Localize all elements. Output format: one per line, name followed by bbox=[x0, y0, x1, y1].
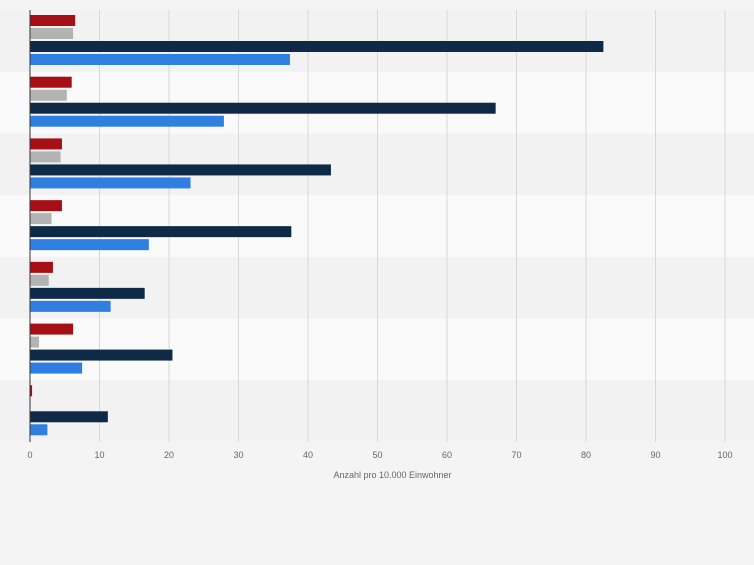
bar bbox=[30, 115, 224, 127]
x-tick-label: 40 bbox=[303, 450, 313, 460]
bar bbox=[30, 274, 49, 286]
x-tick-label: 20 bbox=[164, 450, 174, 460]
x-tick-label: 60 bbox=[442, 450, 452, 460]
bar bbox=[30, 41, 604, 52]
bar bbox=[30, 151, 61, 163]
bar bbox=[30, 76, 72, 88]
x-tick-label: 80 bbox=[581, 450, 591, 460]
bar bbox=[30, 15, 76, 26]
bar bbox=[30, 138, 62, 150]
x-tick-label: 70 bbox=[511, 450, 521, 460]
gridlines bbox=[99, 10, 726, 442]
bar bbox=[30, 239, 149, 251]
bar bbox=[30, 200, 62, 212]
bar bbox=[30, 411, 108, 423]
bar bbox=[30, 349, 173, 361]
x-tick-label: 90 bbox=[650, 450, 660, 460]
bar bbox=[30, 28, 74, 39]
x-tick-label: 0 bbox=[27, 450, 32, 460]
x-tick-label: 30 bbox=[233, 450, 243, 460]
bar bbox=[30, 164, 331, 176]
bar bbox=[30, 89, 67, 101]
bar bbox=[30, 261, 53, 273]
bar bbox=[30, 102, 496, 114]
bar bbox=[30, 213, 52, 225]
x-tick-labels: 0 10 20 30 40 50 60 70 80 90 100 bbox=[27, 450, 732, 460]
bars bbox=[30, 15, 604, 436]
x-tick-label: 50 bbox=[372, 450, 382, 460]
bar bbox=[30, 362, 83, 374]
x-tick-label: 10 bbox=[94, 450, 104, 460]
bar bbox=[30, 323, 74, 335]
bar bbox=[30, 300, 111, 312]
bar bbox=[30, 177, 191, 189]
bar bbox=[30, 336, 40, 348]
bar bbox=[30, 287, 145, 299]
x-tick-label: 100 bbox=[717, 450, 732, 460]
bar bbox=[30, 54, 290, 65]
bar bbox=[30, 226, 292, 238]
x-axis-title: Anzahl pro 10.000 Einwohner bbox=[333, 470, 451, 480]
bar bbox=[30, 424, 48, 436]
bar bbox=[30, 385, 33, 397]
